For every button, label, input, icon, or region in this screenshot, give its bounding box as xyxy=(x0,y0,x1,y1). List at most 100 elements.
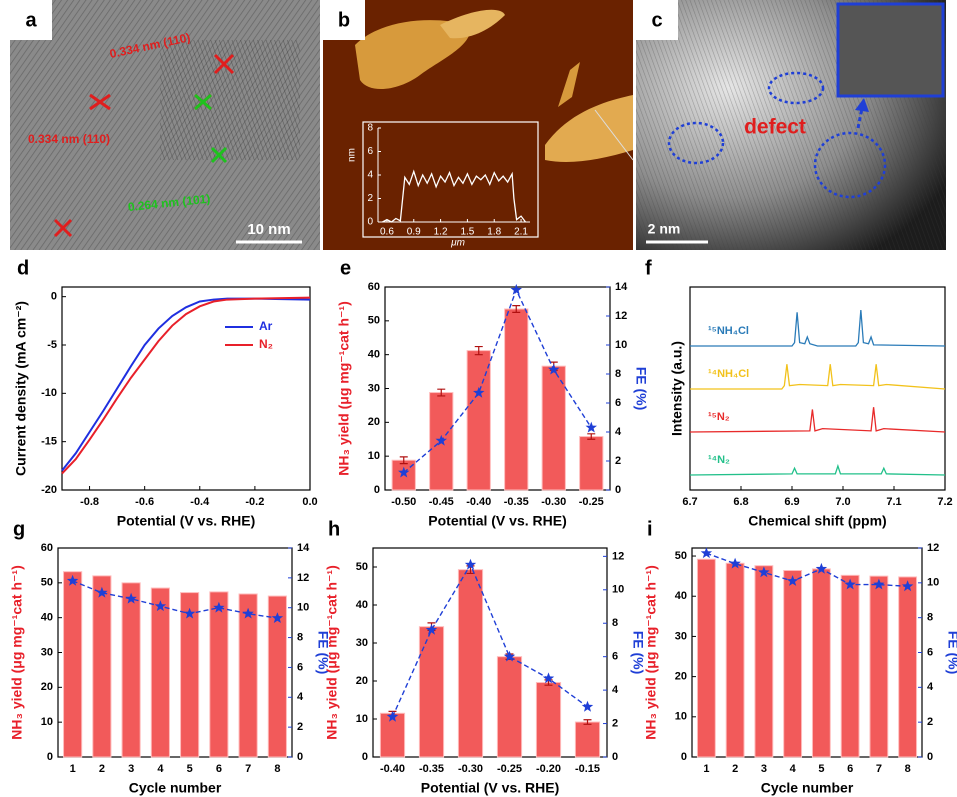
y2-tick-label: 8 xyxy=(615,368,621,380)
inset-x-label: μm xyxy=(450,238,465,249)
fe-marker xyxy=(758,566,770,578)
fe-marker xyxy=(503,650,516,662)
series-label: ¹⁵NH₄Cl xyxy=(708,325,749,337)
legend-label: Ar xyxy=(259,319,273,333)
fe-line xyxy=(391,563,588,718)
bar xyxy=(121,582,141,758)
panel-label: f xyxy=(645,257,652,279)
y-tick-label: 0 xyxy=(47,751,53,763)
y2-axis-title: FE (%) xyxy=(630,631,646,675)
fe-marker xyxy=(844,578,856,590)
y-tick-label: 0 xyxy=(51,291,57,303)
y-tick-label: 20 xyxy=(675,671,687,683)
inset-y-label: nm xyxy=(347,148,358,162)
x-tick-label: 7.2 xyxy=(937,496,952,508)
y2-tick-label: 10 xyxy=(612,584,624,596)
bar xyxy=(238,593,258,758)
y2-tick-label: 2 xyxy=(615,455,621,467)
series-line xyxy=(690,309,946,347)
x-axis-title: Potential (V vs. RHE) xyxy=(421,780,559,796)
fe-marker xyxy=(815,562,828,574)
fe-marker xyxy=(901,580,914,592)
x-tick-label: 6.7 xyxy=(682,496,697,508)
bar xyxy=(267,595,287,758)
x-tick-label: -0.40 xyxy=(380,763,405,775)
bar xyxy=(811,568,831,758)
panel-label: i xyxy=(647,518,653,540)
y2-tick-label: 2 xyxy=(612,717,618,729)
bar xyxy=(869,575,889,758)
bar xyxy=(541,365,566,491)
scale-bar-label: 10 nm xyxy=(247,221,290,238)
x-tick-label: -0.30 xyxy=(541,496,566,508)
x-tick-label: -0.30 xyxy=(458,763,483,775)
y-tick-label: 10 xyxy=(675,711,687,723)
y-tick-label: 50 xyxy=(675,550,687,562)
y2-axis-title: FE (%) xyxy=(945,631,957,675)
y2-tick-label: 6 xyxy=(297,661,303,673)
x-tick-label: 3 xyxy=(128,763,134,775)
x-tick-label: -0.20 xyxy=(536,763,561,775)
fe-marker xyxy=(242,607,254,619)
plot-frame xyxy=(61,286,311,491)
y-tick-label: 30 xyxy=(675,630,687,642)
scale-bar-label: 2 nm xyxy=(648,221,681,237)
y-tick-label: 30 xyxy=(368,382,380,394)
y-tick-label: 20 xyxy=(356,675,368,687)
y-tick-label: 50 xyxy=(356,561,368,573)
y-axis-title: NH₃ yield (μg mg⁻¹cat h⁻¹) xyxy=(643,565,659,740)
fe-line xyxy=(403,288,592,474)
x-tick-label: 5 xyxy=(187,763,193,775)
y2-tick-label: 12 xyxy=(297,572,309,584)
x-tick-label: 4 xyxy=(157,763,164,775)
x-tick-label: 2.1 xyxy=(514,227,528,238)
profile-inset: 0.6 0.9 1.2 1.5 1.8 2.1 0 2 4 6 8 xyxy=(367,123,530,238)
y2-tick-label: 6 xyxy=(927,646,933,658)
fe-marker xyxy=(581,700,594,712)
x-tick-label: -0.40 xyxy=(466,496,491,508)
y-tick-label: 60 xyxy=(368,281,380,293)
fe-marker xyxy=(464,558,477,570)
haadf-image: c defect 2 nm xyxy=(636,0,946,250)
bar xyxy=(180,592,200,758)
x-tick-label: 7 xyxy=(876,763,882,775)
x-tick-label: 2 xyxy=(732,763,738,775)
y2-tick-label: 12 xyxy=(612,550,624,562)
y2-tick-label: 4 xyxy=(612,684,619,696)
plot-frame xyxy=(372,547,608,758)
x-tick-label: 2 xyxy=(99,763,105,775)
x-axis-title: Cycle number xyxy=(129,780,222,796)
y2-tick-label: 8 xyxy=(612,617,618,629)
x-axis-title: Chemical shift (ppm) xyxy=(748,513,886,529)
x-tick-label: 0.9 xyxy=(407,227,421,238)
fe-marker xyxy=(398,466,410,478)
bar xyxy=(92,575,112,758)
annotation: defect xyxy=(744,116,806,139)
y2-axis-title: FE (%) xyxy=(633,367,649,411)
error-bar xyxy=(399,456,408,465)
fe-marker xyxy=(425,623,438,635)
y-tick-label: -5 xyxy=(47,339,57,351)
y-tick-label: 50 xyxy=(368,315,380,327)
y-axis-title: Intensity (a.u.) xyxy=(669,341,685,436)
x-tick-label: 7.0 xyxy=(835,496,850,508)
x-tick-label: 1 xyxy=(70,763,76,775)
bar xyxy=(574,721,601,758)
bar xyxy=(418,626,445,758)
x-axis-title: Cycle number xyxy=(761,780,854,796)
fe-marker xyxy=(542,672,555,684)
fe-marker xyxy=(729,557,741,569)
y2-tick-label: 10 xyxy=(615,339,627,351)
error-bar xyxy=(587,433,596,440)
fe-line xyxy=(706,552,908,588)
panel-label: a xyxy=(25,9,37,31)
annotation: 0.334 nm (110) xyxy=(28,132,110,146)
x-axis-title: Potential (V vs. RHE) xyxy=(117,513,255,529)
x-tick-label: 1.8 xyxy=(487,227,501,238)
bar xyxy=(725,562,745,758)
fe-marker xyxy=(96,586,108,598)
x-tick-label: -0.6 xyxy=(135,496,154,508)
fe-marker xyxy=(435,434,447,446)
y2-tick-label: 12 xyxy=(927,542,939,554)
